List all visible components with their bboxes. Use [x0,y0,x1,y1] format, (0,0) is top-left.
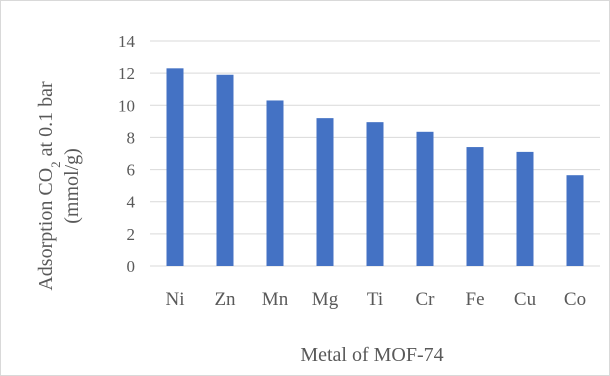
x-category-label-mg: Mg [312,289,339,310]
y-axis-title-subscript: 2 [48,161,63,168]
x-category-label-zn: Zn [214,289,236,310]
x-category-label-cr: Cr [416,289,436,310]
x-axis-category-labels: Ni Zn Mn Mg Ti Cr Fe Cu Co [166,289,587,310]
bar-mn [266,100,284,266]
x-category-label-cu: Cu [514,289,537,310]
x-category-label-ni: Ni [166,289,185,310]
x-category-label-mn: Mn [262,289,289,310]
y-tick-label: 14 [118,32,136,51]
bar-ti [366,122,384,267]
bar-mg [316,118,334,267]
bar-ni [166,68,184,266]
bars [166,68,584,267]
y-tick-label: 10 [118,96,135,115]
x-category-label-fe: Fe [466,289,485,310]
x-axis-title: Metal of MOF-74 [300,344,443,366]
y-tick-label: 12 [118,64,135,83]
bar-co [566,175,584,266]
y-tick-label: 4 [127,193,136,212]
svg-text:Adsorption CO2 at 0.1 bar: Adsorption CO2 at 0.1 bar [35,81,63,291]
x-category-label-ti: Ti [367,289,383,310]
y-tick-label: 2 [127,225,136,244]
y-tick-label: 0 [127,257,136,276]
y-axis-tick-labels: 0 2 4 6 8 10 12 14 [118,32,136,276]
bar-zn [216,74,234,266]
bar-cu [516,151,534,266]
y-axis-title-suffix: at 0.1 bar [35,81,57,161]
bar-fe [466,147,484,266]
y-tick-label: 6 [127,161,136,180]
y-axis-title-unit: (mmol/g) [61,148,83,224]
x-category-label-co: Co [564,289,586,310]
y-tick-label: 8 [127,128,136,147]
bar-cr [416,131,434,266]
y-axis-title-prefix: Adsorption CO [35,168,57,291]
y-axis-title: Adsorption CO2 at 0.1 bar (mmol/g) [35,81,83,291]
